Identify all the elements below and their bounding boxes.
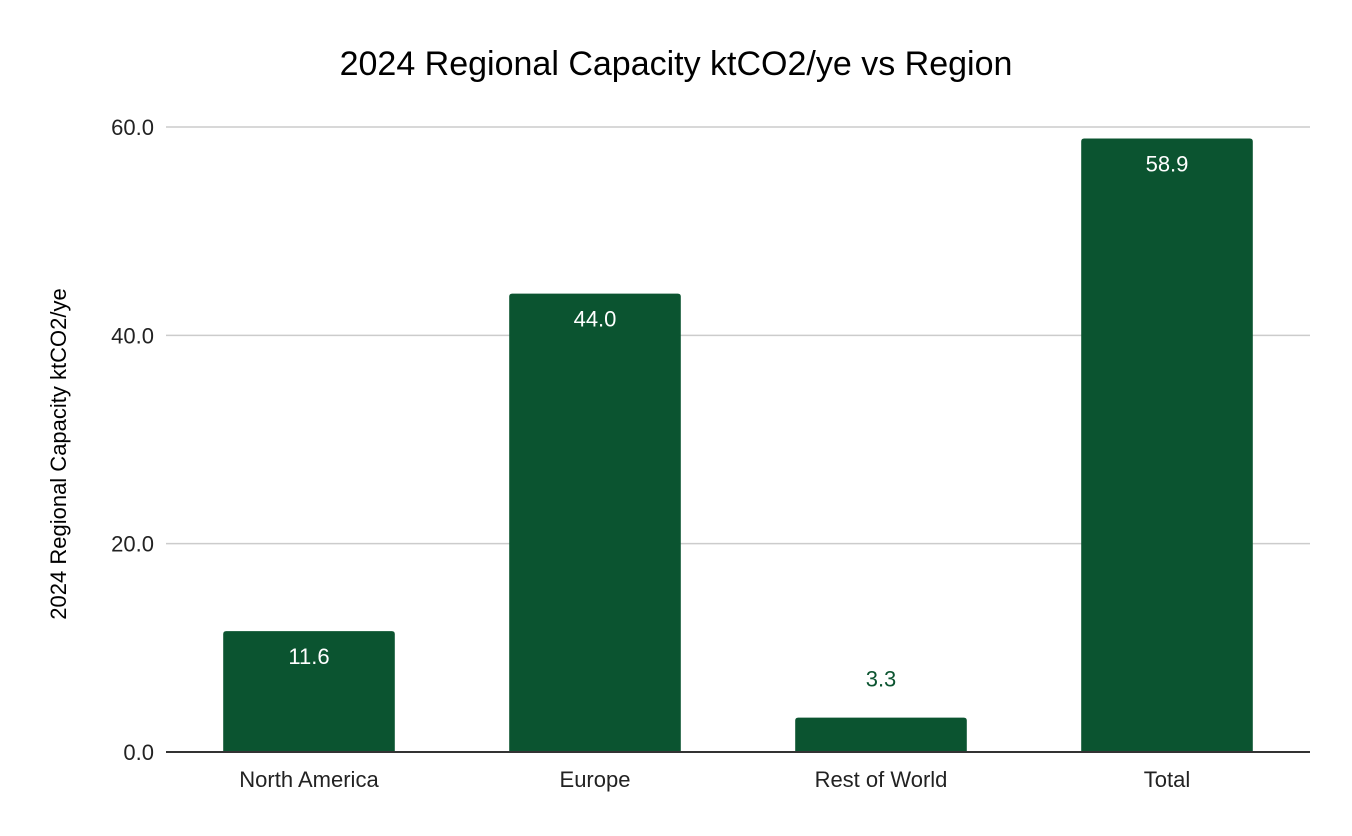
bar-rest-of-world [795,717,967,752]
y-axis-label: 2024 Regional Capacity ktCO2/ye [46,288,71,619]
y-tick-label: 60.0 [111,115,154,140]
y-tick-label: 0.0 [123,740,154,765]
data-label: 3.3 [866,667,897,692]
bar-north-america [223,631,395,752]
bar-europe [509,293,681,752]
bars [223,138,1253,753]
data-labels: 11.6 44.0 3.3 58.9 [288,151,1188,691]
data-label: 44.0 [574,307,617,332]
bar-total [1081,138,1253,753]
x-tick-label: Europe [560,767,631,792]
y-tick-label: 20.0 [111,532,154,557]
chart-title: 2024 Regional Capacity ktCO2/ye vs Regio… [340,45,1013,83]
x-tick-label: Total [1144,767,1190,792]
x-axis-ticks: North America Europe Rest of World Total [239,767,1190,792]
y-axis-ticks: 0.0 20.0 40.0 60.0 [111,115,154,765]
y-tick-label: 40.0 [111,323,154,348]
data-label: 58.9 [1146,151,1189,176]
data-label: 11.6 [288,644,329,669]
x-tick-label: Rest of World [815,767,948,792]
x-tick-label: North America [239,767,379,792]
